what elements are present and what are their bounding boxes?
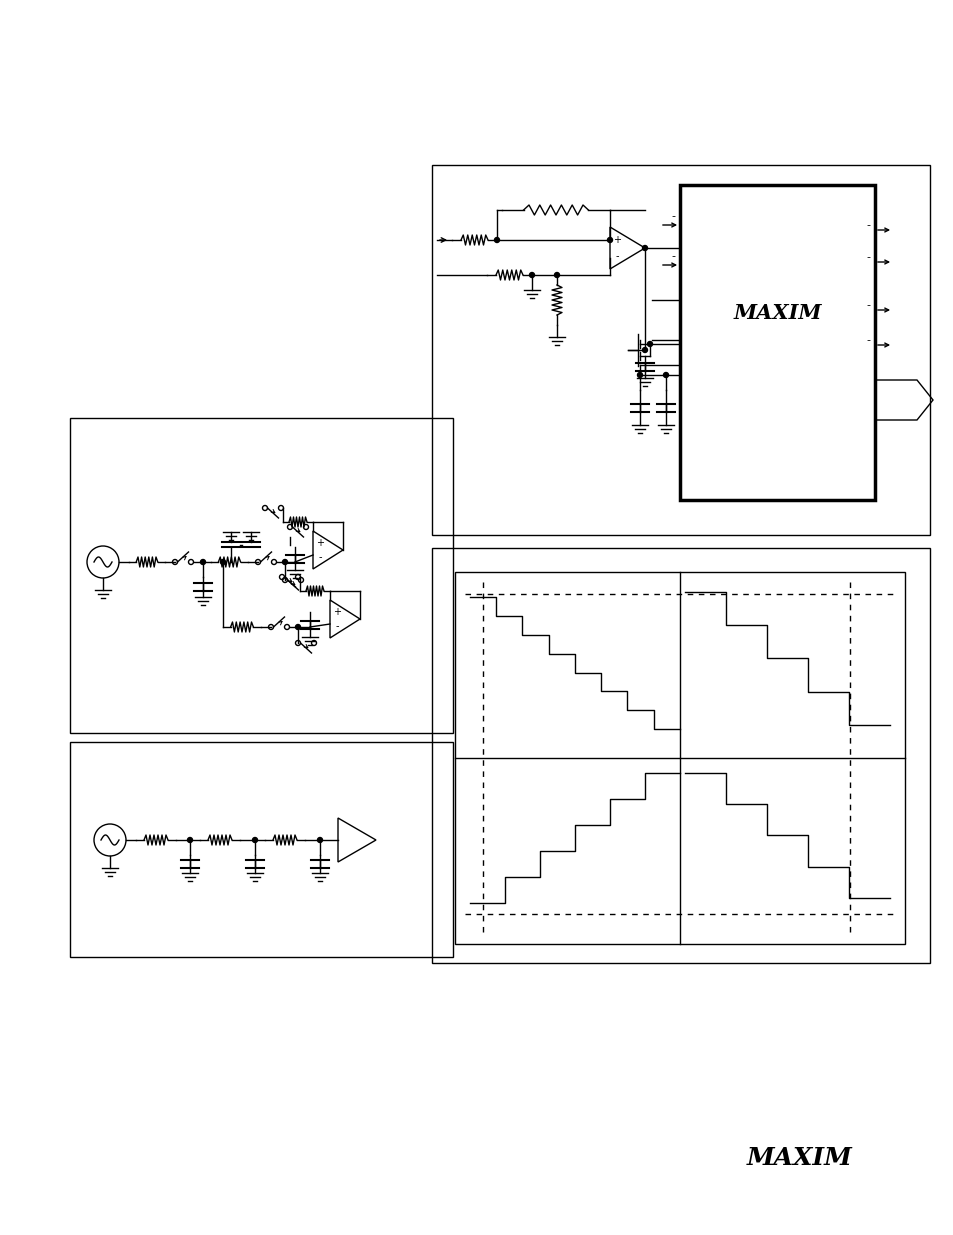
Circle shape <box>220 559 225 564</box>
Text: -: - <box>670 211 675 221</box>
Bar <box>679 185 874 500</box>
Text: MAXIM: MAXIM <box>733 303 821 322</box>
Circle shape <box>641 347 647 352</box>
Circle shape <box>317 837 322 842</box>
Text: -: - <box>865 252 869 262</box>
Circle shape <box>637 373 641 378</box>
Bar <box>432 165 929 535</box>
Circle shape <box>253 837 257 842</box>
Text: -: - <box>615 252 618 262</box>
Bar <box>455 572 904 944</box>
Circle shape <box>662 373 668 378</box>
Circle shape <box>641 246 647 251</box>
Bar <box>70 742 453 957</box>
Text: -: - <box>335 621 338 631</box>
Circle shape <box>282 559 287 564</box>
Circle shape <box>494 237 499 242</box>
Bar <box>70 417 453 734</box>
Circle shape <box>554 273 558 278</box>
Bar <box>432 548 929 963</box>
Text: -: - <box>670 251 675 261</box>
Text: +: + <box>333 606 340 616</box>
Text: MAXIM: MAXIM <box>746 1146 852 1170</box>
Text: +: + <box>613 235 620 245</box>
Circle shape <box>200 559 205 564</box>
Circle shape <box>295 625 300 630</box>
Circle shape <box>188 837 193 842</box>
Circle shape <box>529 273 534 278</box>
Text: -: - <box>865 335 869 345</box>
Text: +: + <box>315 537 324 547</box>
Text: -: - <box>865 300 869 310</box>
Circle shape <box>647 342 652 347</box>
Text: -: - <box>318 552 321 562</box>
Text: -: - <box>865 220 869 230</box>
Circle shape <box>607 237 612 242</box>
